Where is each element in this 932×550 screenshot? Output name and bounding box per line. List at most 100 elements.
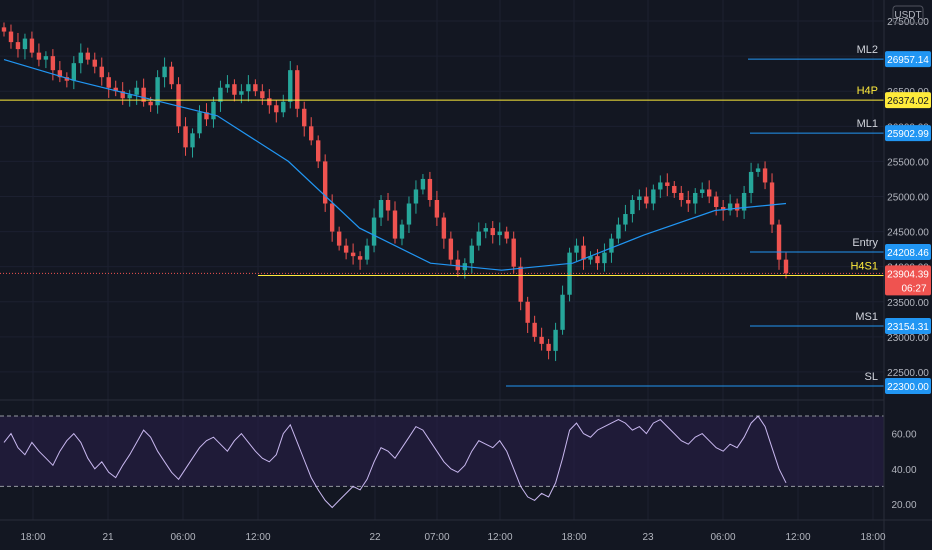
candle [43,51,49,69]
candle [371,208,377,253]
candle [672,181,677,198]
price-tick-label: 25000.00 [887,192,929,203]
candle [36,43,42,67]
level-name-h4p: H4P [857,85,878,97]
level-name-ml2: ML2 [857,44,878,56]
candle [183,117,188,156]
last-price-countdown: 06:27 [901,283,926,294]
level-name-sl: SL [865,371,878,383]
candle [511,231,516,274]
candle [720,200,726,221]
candle [644,187,649,209]
candle [686,190,691,212]
candle [357,251,363,270]
candle [232,79,237,102]
candle [218,80,223,112]
currency-label: USDT [894,10,921,21]
candle [504,226,509,244]
price-tick-label: 24500.00 [887,228,929,239]
candle [176,77,181,133]
time-tick-label: 12:00 [487,532,512,543]
candle [155,70,160,114]
candle [315,135,321,169]
candle [343,238,349,260]
rsi-axis[interactable]: 20.00 40.00 60.00 [891,430,916,511]
candle [78,43,84,74]
candle [113,80,118,97]
candle [162,57,167,88]
candle [776,219,782,270]
candle [476,222,481,251]
time-tick-label: 18:00 [561,532,586,543]
candle [1,22,7,37]
time-tick-label: 07:00 [424,532,449,543]
candle [246,75,251,102]
level-name-ml1: ML1 [857,118,878,130]
candle [336,226,342,251]
candle [595,249,600,270]
candle [267,89,272,114]
candle [713,191,719,216]
candle [546,338,551,360]
svg-text:23154.31: 23154.31 [887,322,929,333]
svg-text:26374.02: 26374.02 [887,96,929,107]
candle [15,32,21,58]
candle [700,182,705,198]
price-tick-label: 22500.00 [887,368,929,379]
candle [120,82,125,105]
moving-average-line [3,59,787,271]
candle [741,185,747,219]
candles [1,22,789,362]
candle [385,192,391,221]
candle [211,96,216,128]
candle [99,57,104,86]
candle [85,47,90,65]
candle [574,238,579,262]
candle [106,72,111,98]
candle [532,315,537,342]
candle [253,79,258,97]
candle [616,217,621,244]
candle [204,103,209,126]
candle [588,251,593,265]
candle [553,322,558,362]
candle [274,100,279,123]
candle [490,221,495,244]
candle [134,80,139,105]
svg-text:24208.46: 24208.46 [887,248,929,259]
level-name-ms1: MS1 [855,311,878,323]
candle [309,117,314,146]
candle [295,65,300,118]
time-axis[interactable]: 18:00 21 06:00 12:00 22 07:00 12:00 18:00 23 06:0… [20,532,885,543]
candle [762,161,768,190]
candle [497,222,502,246]
candle [441,212,447,249]
candle [448,231,454,265]
candle [525,296,530,333]
candle [197,105,202,139]
candle [50,49,56,81]
level-tag-entry: 24208.46 [885,244,931,261]
candle [302,101,307,137]
candle [190,128,195,158]
candle [169,61,174,90]
candle [22,33,28,60]
candle [602,243,607,272]
candle [623,204,628,232]
candle [378,195,384,226]
candle [665,173,670,197]
candle [392,201,398,244]
currency-badge[interactable]: USDT [892,5,924,24]
level-tags: 26957.1426374.0225902.9924208.4623874.96… [885,51,931,394]
svg-text:22300.00: 22300.00 [887,382,929,393]
candle [141,78,146,107]
level-name-entry: Entry [852,237,878,249]
candle [8,24,14,49]
candle [406,196,412,233]
candle [420,174,426,195]
time-tick-label: 12:00 [785,532,810,543]
candle [581,236,586,270]
candle [783,252,789,279]
time-tick-label: 21 [102,532,114,543]
